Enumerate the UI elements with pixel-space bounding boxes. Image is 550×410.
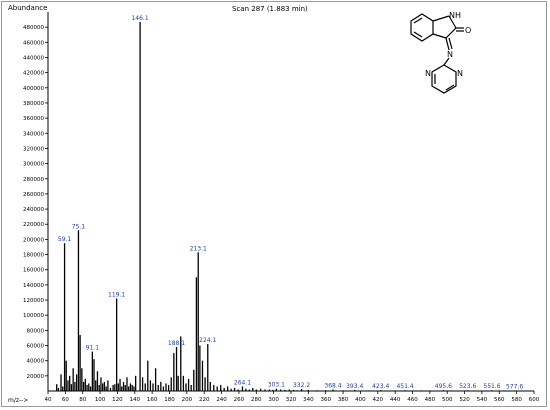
peak-label: 577.6 — [506, 383, 523, 390]
axes: 20000 40000 60000 80000 100000 120000 140000 16… — [23, 12, 540, 403]
x-tick-label: 380 — [338, 397, 349, 403]
x-tick-label: 300 — [268, 397, 279, 403]
x-tick-label: 320 — [286, 397, 297, 403]
peak-label: 332.2 — [293, 382, 310, 389]
y-tick-label: 300000 — [23, 162, 44, 168]
y-tick-label: 180000 — [23, 253, 44, 259]
x-tick-label: 180 — [164, 397, 175, 403]
x-tick-label: 440 — [390, 397, 401, 403]
x-tick-label: 260 — [234, 397, 245, 403]
peak-label: 59.1 — [58, 236, 72, 243]
y-tick-label: 420000 — [23, 71, 44, 77]
x-tick-label: 200 — [182, 397, 193, 403]
spectrum-bars — [56, 21, 526, 391]
x-tick-label: 600 — [529, 397, 540, 403]
pyrimidine-nitrogen-label: N — [457, 69, 463, 78]
peak-label: 224.1 — [199, 337, 216, 344]
peak-label: 188.1 — [168, 340, 185, 347]
x-tick-label: 540 — [477, 397, 488, 403]
y-tick-label: 80000 — [27, 328, 45, 334]
nh-label: NH — [449, 11, 461, 20]
y-tick-label: 460000 — [23, 40, 44, 46]
peak-label: 423.4 — [372, 383, 389, 390]
imine-bond — [448, 37, 453, 50]
ring-bond — [432, 33, 447, 39]
peak-label: 264.1 — [234, 379, 251, 386]
x-tick-label: 120 — [112, 397, 123, 403]
x-tick-label: 160 — [147, 397, 158, 403]
y-tick-label: 400000 — [23, 86, 44, 92]
y-tick-label: 100000 — [23, 313, 44, 319]
imine-nitrogen-label: N — [447, 50, 453, 59]
y-tick-label: 20000 — [27, 374, 45, 380]
y-tick-label: 440000 — [23, 55, 44, 61]
x-tick-label: 280 — [251, 397, 262, 403]
molecular-structure — [410, 13, 464, 94]
x-tick-label: 560 — [494, 397, 505, 403]
peak-labels: 59.175.1 91.1 119.1 146.1 188.1 213.1 224.1 264… — [58, 15, 523, 391]
x-tick-label: 520 — [459, 397, 470, 403]
y-tick-label: 380000 — [23, 101, 44, 107]
pyrimidine-ring — [431, 64, 457, 94]
y-axis-label: Abundance — [8, 4, 47, 12]
peak-label: 75.1 — [72, 223, 86, 230]
x-tick-label: 40 — [45, 397, 52, 403]
x-tick-label: 60 — [62, 397, 69, 403]
ring-bond — [432, 15, 450, 22]
pyrimidine-nitrogen-label: N — [425, 69, 431, 78]
y-tick-label: 40000 — [27, 359, 45, 365]
peak-label: 551.6 — [483, 383, 500, 390]
benzene-double-bond — [413, 31, 423, 38]
ring-bond — [448, 15, 457, 29]
x-tick-label: 140 — [130, 397, 141, 403]
benzene-double-bond — [413, 17, 423, 24]
y-tick-label: 220000 — [23, 222, 44, 228]
peak-label: 146.1 — [131, 15, 148, 22]
x-tick-label: 360 — [320, 397, 331, 403]
peak-label: 451.4 — [396, 383, 413, 390]
y-tick-label: 160000 — [23, 268, 44, 274]
peak-label: 91.1 — [86, 345, 100, 352]
peak-label: 303.1 — [268, 382, 285, 389]
y-tick-label: 60000 — [27, 344, 45, 350]
y-tick-label: 340000 — [23, 131, 44, 137]
pyrimidine-double-bond — [445, 84, 455, 91]
x-tick-label: 420 — [373, 397, 384, 403]
x-tick-label: 460 — [407, 397, 418, 403]
x-axis-label: m/z--> — [8, 397, 28, 404]
peak-label: 393.4 — [346, 383, 363, 390]
y-tick-label: 240000 — [23, 207, 44, 213]
x-tick-label: 580 — [511, 397, 522, 403]
peak-label: 495.6 — [435, 383, 452, 390]
peak-label: 523.6 — [459, 383, 476, 390]
x-tick-label: 220 — [199, 397, 210, 403]
imine-bond — [445, 37, 450, 51]
x-tick-label: 480 — [425, 397, 436, 403]
oxygen-label: O — [465, 26, 471, 35]
x-tick-label: 500 — [442, 397, 453, 403]
y-tick-label: 200000 — [23, 237, 44, 243]
n-aryl-bond — [443, 57, 450, 66]
chart-title: Scan 287 (1.883 min) — [232, 5, 308, 13]
x-tick-label: 400 — [355, 397, 366, 403]
x-tick-label: 340 — [303, 397, 314, 403]
y-tick-label: 480000 — [23, 25, 44, 31]
x-tick-label: 100 — [95, 397, 106, 403]
ring-bond — [445, 27, 457, 39]
x-tick-label: 240 — [216, 397, 227, 403]
x-tick-label: 80 — [79, 397, 86, 403]
peak-label: 213.1 — [190, 245, 207, 252]
y-tick-label: 140000 — [23, 283, 44, 289]
y-tick-label: 260000 — [23, 192, 44, 198]
y-tick-label: 320000 — [23, 146, 44, 152]
y-tick-label: 280000 — [23, 177, 44, 183]
peak-label: 119.1 — [108, 292, 125, 299]
y-tick-label: 360000 — [23, 116, 44, 122]
peak-label: 368.4 — [324, 382, 341, 389]
y-tick-label: 120000 — [23, 298, 44, 304]
